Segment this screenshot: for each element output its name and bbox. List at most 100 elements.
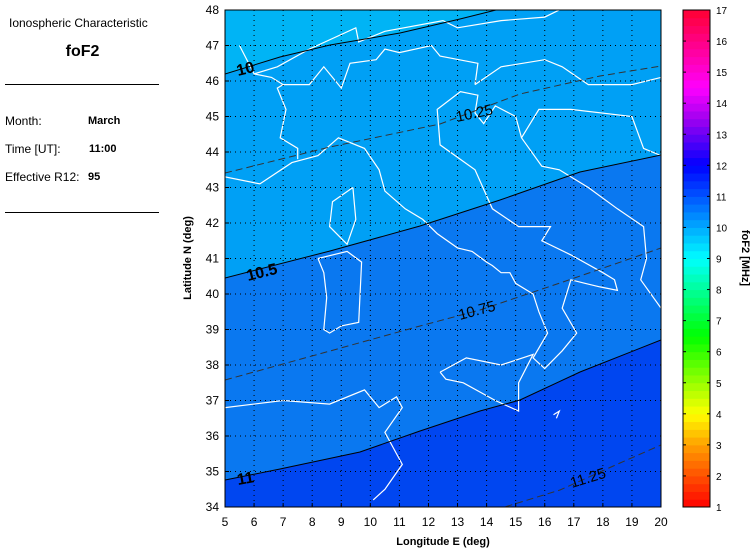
- x-tick-label: 13: [451, 515, 465, 529]
- colorbar-tick-label: 14: [716, 99, 728, 110]
- x-tick-label: 5: [222, 515, 229, 529]
- colorbar-tick-label: 8: [716, 286, 722, 297]
- colorbar-segment: [683, 429, 710, 438]
- colorbar-segment: [683, 437, 710, 446]
- colorbar-segment: [683, 250, 710, 259]
- colorbar-segment: [683, 297, 710, 306]
- colorbar-segment: [683, 444, 710, 454]
- y-tick-label: 35: [206, 465, 220, 479]
- y-tick-label: 40: [206, 287, 220, 301]
- x-tick-label: 20: [654, 515, 668, 529]
- coastline: [439, 353, 535, 413]
- contour-label: 11: [236, 469, 256, 489]
- colorbar-segment: [683, 242, 710, 252]
- colorbar-tick-label: 10: [716, 223, 728, 234]
- colorbar-segment: [683, 398, 710, 407]
- colorbar-segment: [683, 204, 710, 213]
- colorbar-tick-label: 15: [716, 68, 728, 79]
- x-tick-label: 7: [280, 515, 287, 529]
- y-tick-label: 37: [206, 394, 220, 408]
- x-tick-label: 11: [393, 515, 406, 529]
- contour-label: 10: [235, 59, 256, 80]
- colorbar-segment: [683, 118, 710, 127]
- colorbar-segment: [683, 126, 710, 135]
- contour-10.5: [225, 154, 661, 279]
- contour-11: [225, 339, 661, 481]
- r12-label: Effective R12:: [5, 170, 80, 184]
- colorbar-segment: [683, 382, 710, 392]
- colorbar-segment: [683, 491, 710, 500]
- colorbar-segment: [683, 374, 710, 384]
- x-tick-label: 12: [422, 515, 436, 529]
- colorbar-segment: [683, 219, 710, 228]
- axis-ticks: 5 6 7 8 9 10 11 12 13 14 15 16 17 18 19 20 34 35 36 37 38 39 4…: [206, 3, 668, 529]
- colorbar-segment: [683, 312, 710, 322]
- colorbar-segment: [683, 305, 710, 314]
- month-value: March: [88, 115, 121, 127]
- colorbar-tick-label: 4: [716, 410, 722, 421]
- divider: [5, 84, 159, 85]
- colorbar-segment: [683, 289, 710, 298]
- colorbar-segment: [683, 475, 710, 485]
- month-label: Month:: [5, 114, 42, 128]
- contour-10.25: [225, 65, 661, 174]
- colorbar-segment: [683, 173, 710, 182]
- x-axis-label: Longitude E (deg): [396, 536, 490, 548]
- colorbar-segment: [683, 95, 710, 104]
- coastline: [328, 187, 357, 246]
- y-tick-label: 42: [206, 216, 220, 230]
- colorbar-segment: [683, 351, 710, 360]
- colorbar-segment: [683, 235, 710, 244]
- colorbar-tick-label: 11: [716, 192, 727, 203]
- colorbar-tick-label: 5: [716, 379, 722, 390]
- y-tick-label: 39: [206, 323, 220, 337]
- colorbar-segment: [683, 103, 710, 112]
- colorbar-tick-label: 9: [716, 255, 722, 266]
- colorbar-tick-label: 2: [716, 472, 722, 483]
- x-tick-label: 6: [251, 515, 258, 529]
- colorbar-segment: [683, 56, 710, 65]
- x-tick-label: 15: [509, 515, 523, 529]
- colorbar-segment: [683, 499, 710, 508]
- colorbar-tick-label: 12: [716, 161, 728, 172]
- x-tick-label: 9: [338, 515, 345, 529]
- x-tick-label: 10: [364, 515, 378, 529]
- colorbar-segment: [683, 64, 710, 73]
- y-tick-label: 34: [206, 500, 220, 514]
- colorbar-segment: [683, 48, 710, 58]
- y-tick-label: 43: [206, 181, 220, 195]
- colorbar-segment: [683, 328, 710, 337]
- y-tick-label: 41: [206, 252, 220, 266]
- colorbar-segment: [683, 468, 710, 477]
- colorbar-segment: [683, 266, 710, 275]
- colorbar-segment: [683, 413, 710, 423]
- contour-10.75: [225, 247, 661, 381]
- y-tick-label: 44: [206, 145, 220, 159]
- colorbar-segment: [683, 10, 710, 19]
- coastline: [238, 45, 284, 86]
- colorbar-label: foF2 [MHz]: [739, 230, 751, 287]
- coastline: [225, 389, 404, 501]
- colorbar-segment: [683, 359, 710, 368]
- y-tick-label: 46: [206, 74, 220, 88]
- colorbar-segment: [683, 87, 710, 96]
- colorbar-segment: [683, 258, 710, 267]
- y-tick-label: 48: [206, 3, 220, 17]
- y-axis-label: Latitude N (deg): [182, 216, 194, 300]
- coastline: [520, 108, 661, 157]
- colorbar-segment: [683, 421, 710, 430]
- colorbar-tick-label: 17: [716, 6, 728, 17]
- y-tick-label: 36: [206, 429, 220, 443]
- colorbar-tick-label: 3: [716, 441, 722, 452]
- x-tick-label: 16: [538, 515, 552, 529]
- colorbar-segment: [683, 367, 710, 376]
- colorbar-segment: [683, 134, 710, 143]
- colorbar-segment: [683, 274, 710, 283]
- x-tick-label: 14: [480, 515, 494, 529]
- colorbar-segment: [683, 227, 710, 236]
- parameter-title: foF2: [65, 43, 100, 60]
- colorbar-tick-label: 7: [716, 317, 722, 328]
